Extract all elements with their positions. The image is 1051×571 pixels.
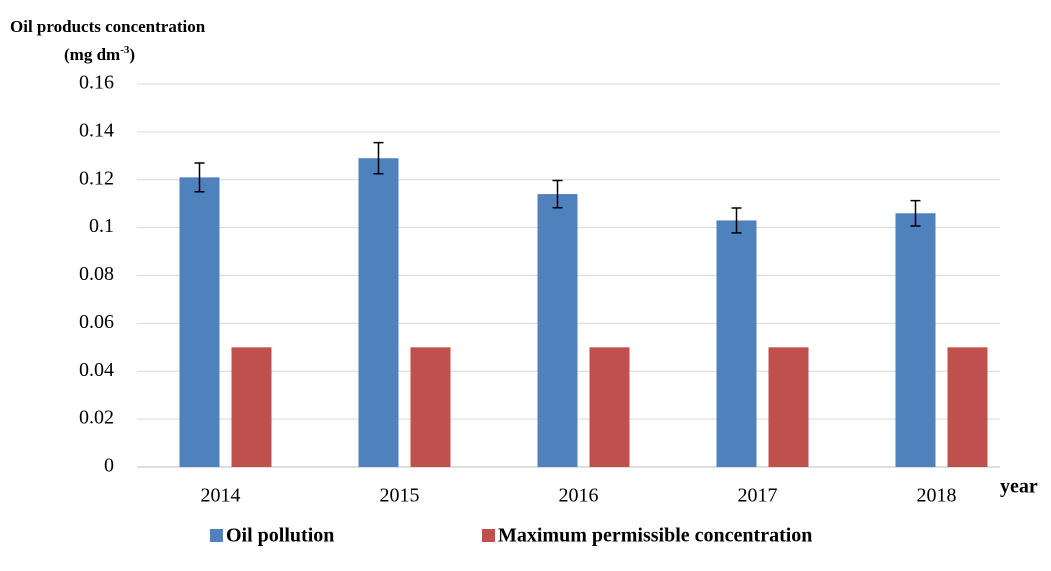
error-bar bbox=[194, 162, 205, 193]
y-unit-text: (mg dm bbox=[64, 45, 120, 64]
x-tick-label: 2017 bbox=[738, 485, 778, 507]
x-label: year bbox=[1000, 476, 1038, 498]
y-unit-end: ) bbox=[129, 45, 135, 64]
legend-label: Maximum permissible concentration bbox=[498, 525, 812, 547]
legend-label: Oil pollution bbox=[226, 525, 334, 547]
bar bbox=[589, 347, 630, 467]
y-tick-label: 0.16 bbox=[79, 72, 114, 94]
legend-swatch bbox=[210, 529, 223, 542]
error-bar bbox=[373, 141, 384, 175]
y-tick-label: 0 bbox=[104, 455, 114, 477]
bar bbox=[231, 347, 272, 467]
x-tick-label: 2014 bbox=[201, 485, 241, 507]
y-tick-label: 0.02 bbox=[79, 407, 114, 429]
y-unit: (mg dm-3) bbox=[64, 44, 135, 64]
bar bbox=[537, 194, 578, 468]
y-tick-label: 0.04 bbox=[79, 359, 114, 381]
error-bar bbox=[731, 207, 742, 234]
y-tick-label: 0.08 bbox=[79, 263, 114, 285]
x-tick-label: 2018 bbox=[917, 485, 957, 507]
y-tick-label: 0.06 bbox=[79, 311, 114, 333]
error-bar bbox=[910, 199, 921, 227]
bar bbox=[179, 177, 220, 467]
x-tick-label: 2015 bbox=[380, 485, 420, 507]
y-unit-sup: -3 bbox=[120, 44, 130, 56]
bar bbox=[895, 213, 936, 467]
bar bbox=[768, 347, 809, 467]
error-bar bbox=[552, 179, 563, 209]
x-tick-label: 2016 bbox=[559, 485, 599, 507]
legend-swatch bbox=[482, 529, 495, 542]
y-label: Oil products concentration bbox=[10, 17, 206, 36]
bar bbox=[358, 158, 399, 468]
y-tick-label: 0.12 bbox=[79, 167, 114, 189]
y-tick-label: 0.1 bbox=[89, 215, 114, 237]
y-tick-label: 0.14 bbox=[79, 119, 114, 141]
bar bbox=[716, 220, 757, 467]
bar bbox=[947, 347, 988, 467]
bar bbox=[410, 347, 451, 467]
